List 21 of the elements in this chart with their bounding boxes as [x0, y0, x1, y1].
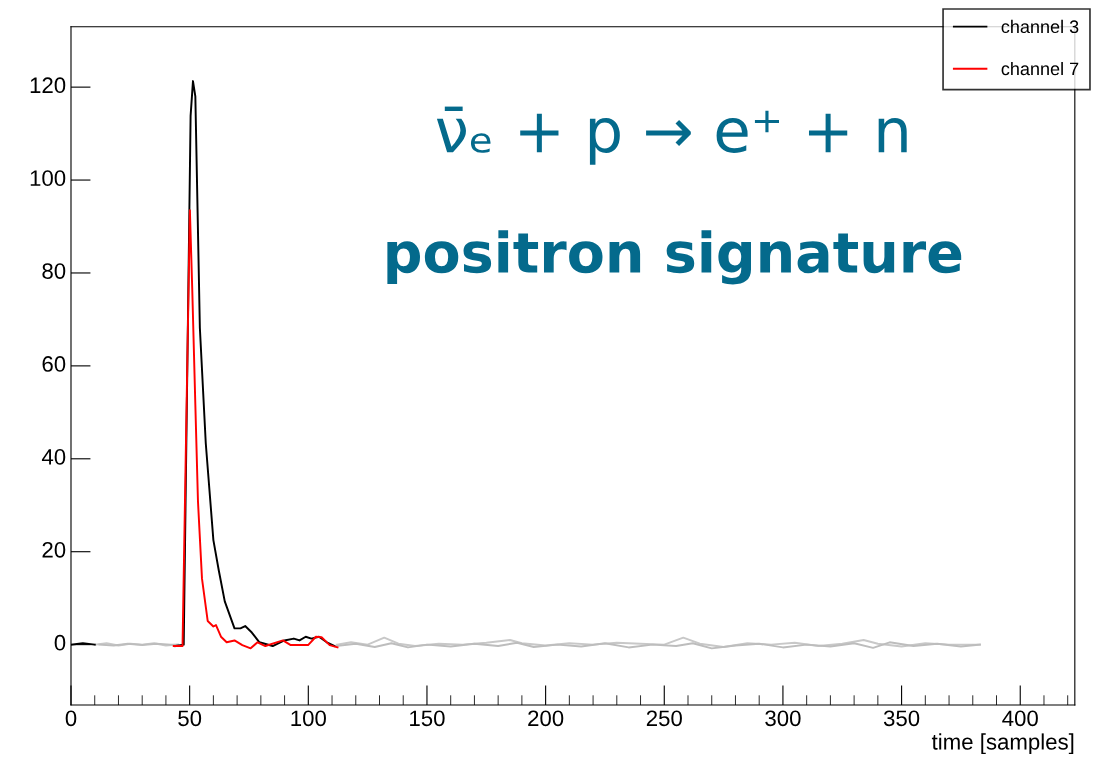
x-tick-label: 250 — [646, 710, 682, 727]
annotation: ν̄ₑ + p → e⁺ + n — [436, 106, 907, 165]
x-tick-label: 0 — [65, 710, 77, 727]
x-axis-title: time [samples] — [931, 733, 1074, 755]
x-tick-label: 100 — [291, 710, 326, 727]
annotation: positron signature — [387, 230, 962, 285]
y-tick-label: 100 — [30, 170, 66, 187]
x-tick-label: 50 — [178, 710, 202, 727]
x-tick-label: 150 — [410, 710, 445, 727]
y-tick-label: 60 — [42, 356, 66, 372]
x-tick-label: 300 — [765, 710, 801, 727]
y-tick-label: 40 — [41, 449, 66, 465]
y-tick-label: 20 — [42, 541, 66, 558]
legend-label: channel 7 — [1001, 61, 1079, 76]
x-tick-label: 350 — [883, 710, 920, 727]
legend-label: channel 3 — [1001, 19, 1079, 34]
y-tick-label: 0 — [54, 634, 66, 651]
y-tick-label: 80 — [42, 263, 66, 279]
x-tick-label: 400 — [1002, 710, 1038, 727]
x-tick-label: 200 — [528, 710, 564, 727]
y-tick-label: 120 — [30, 77, 66, 94]
